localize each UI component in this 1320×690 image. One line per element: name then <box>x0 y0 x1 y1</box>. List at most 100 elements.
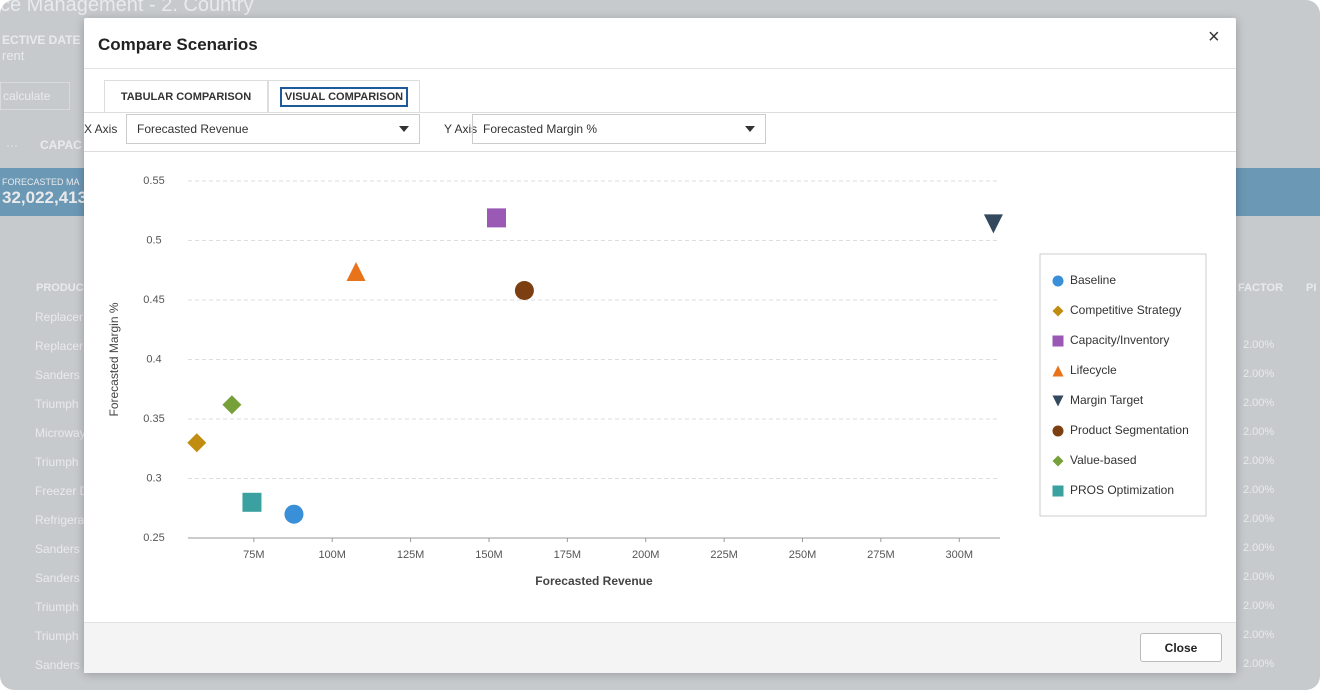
legend-label: Lifecycle <box>1070 363 1117 377</box>
background-factor: 2.00% <box>1243 426 1275 438</box>
legend-marker <box>1052 365 1064 377</box>
header-divider <box>84 68 1236 69</box>
more-menu: ··· <box>6 138 18 152</box>
background-row: Replacer <box>35 339 84 353</box>
y-tick-label: 0.35 <box>143 413 164 425</box>
dropdown-caret <box>399 126 409 132</box>
x-axis-select[interactable]: Forecasted Revenue <box>126 114 420 144</box>
background-row: Sanders <box>35 368 80 382</box>
legend-marker <box>1052 335 1064 347</box>
background-factor: 2.00% <box>1243 513 1275 525</box>
data-point <box>346 261 366 281</box>
x-tick-label: 275M <box>867 549 895 561</box>
background-factor: 2.00% <box>1243 368 1275 380</box>
kpi-label: FORECASTED MA <box>2 177 80 187</box>
background-row: Replacer <box>35 310 84 324</box>
x-tick-label: 100M <box>318 549 346 561</box>
legend-box <box>1039 253 1207 517</box>
product-column: PRODUCT <box>36 282 91 294</box>
legend-label: Capacity/Inventory <box>1070 333 1169 347</box>
background-factor: 2.00% <box>1243 339 1275 351</box>
legend-label: PROS Optimization <box>1070 483 1174 497</box>
y-axis-title: Forecasted Margin % <box>107 302 121 416</box>
background-row: Triumph <box>35 600 79 614</box>
data-point <box>242 492 262 512</box>
scatter-chart: 0.25 0.3 0.35 0.4 0.45 0.5 0.55 75M 100M 125M 150M… <box>107 175 1207 588</box>
data-point <box>514 280 534 300</box>
x-tick-label: 225M <box>710 549 738 561</box>
background-factor: 2.00% <box>1243 600 1275 612</box>
recalculate-button: calculate <box>0 82 70 110</box>
background-factor: 2.00% <box>1243 571 1275 583</box>
effective-date-label: ECTIVE DATE <box>2 33 81 47</box>
background-row: Refrigera <box>35 513 85 527</box>
background-row: Triumph <box>35 455 79 469</box>
compare-scenarios-dialog: Compare Scenarios × TABULAR COMPARISON V… <box>84 18 1236 673</box>
dialog-footer <box>84 622 1236 673</box>
dialog-title: Compare Scenarios <box>98 35 258 54</box>
dropdown-caret <box>745 126 755 132</box>
factor-column: FACTOR <box>1238 282 1284 294</box>
y-tick-label: 0.45 <box>143 294 164 306</box>
legend-label: Baseline <box>1070 273 1116 287</box>
legend-label: Competitive Strategy <box>1070 303 1181 317</box>
background-factor: 2.00% <box>1243 397 1275 409</box>
legend-marker <box>1052 395 1064 407</box>
x-tick-label: 125M <box>397 549 425 561</box>
background-row: Sanders <box>35 571 80 585</box>
legend-label: Product Segmentation <box>1070 423 1189 437</box>
background-factor: 2.00% <box>1243 455 1275 467</box>
background-row: Freezer D <box>35 484 89 498</box>
background-row: Triumph <box>35 397 79 411</box>
capacity-column: CAPAC <box>40 138 82 152</box>
visual-tab[interactable]: VISUAL COMPARISON <box>268 80 420 112</box>
x-tick-label: 300M <box>945 549 973 561</box>
legend-marker <box>1052 275 1064 287</box>
close-icon[interactable]: × <box>1208 26 1220 48</box>
y-axis-select[interactable]: Forecasted Margin % <box>472 114 766 144</box>
toolbar-divider <box>84 151 1236 152</box>
visual-tab-label: VISUAL COMPARISON <box>279 87 409 107</box>
legend-marker <box>1052 425 1064 437</box>
y-axis-value: Forecasted Margin % <box>483 122 598 136</box>
legend-label: Margin Target <box>1070 393 1144 407</box>
background-row: Sanders <box>35 658 80 672</box>
x-axis-title: Forecasted Revenue <box>535 574 653 588</box>
data-point <box>284 504 304 524</box>
background-factor: 2.00% <box>1243 629 1275 641</box>
data-point <box>187 433 207 453</box>
background-row: Triumph <box>35 629 79 643</box>
x-tick-label: 75M <box>243 549 264 561</box>
y-tick-label: 0.55 <box>143 175 164 187</box>
close-button[interactable]: Close <box>1140 633 1222 662</box>
background-factor: 2.00% <box>1243 658 1275 670</box>
y-tick-label: 0.3 <box>146 472 161 484</box>
y-tick-label: 0.25 <box>143 532 164 544</box>
background-row: Sanders <box>35 542 80 556</box>
data-point <box>222 395 242 415</box>
pi-column: PI <box>1306 282 1317 294</box>
legend-label: Value-based <box>1070 453 1137 467</box>
page-title: ce Management - 2. Country <box>0 0 254 16</box>
legend-marker <box>1052 485 1064 497</box>
background-row: Microway <box>35 426 86 440</box>
x-axis-label: X Axis <box>84 122 118 136</box>
legend-marker <box>1052 305 1064 317</box>
effective-date-value: rent <box>2 48 25 63</box>
kpi-value: 32,022,413 <box>2 188 88 207</box>
x-axis-value: Forecasted Revenue <box>137 122 249 136</box>
data-point <box>486 208 506 228</box>
legend-marker <box>1052 455 1064 467</box>
data-point <box>983 214 1003 234</box>
y-tick-label: 0.4 <box>146 353 161 365</box>
y-axis-label: Y Axis <box>444 122 478 136</box>
background-factor: 2.00% <box>1243 484 1275 496</box>
x-tick-label: 250M <box>789 549 817 561</box>
tabular-tab[interactable]: TABULAR COMPARISON <box>104 80 268 112</box>
x-tick-label: 175M <box>554 549 582 561</box>
x-tick-label: 200M <box>632 549 660 561</box>
x-tick-label: 150M <box>475 549 503 561</box>
tab-divider <box>84 112 1236 113</box>
background-factor: 2.00% <box>1243 542 1275 554</box>
